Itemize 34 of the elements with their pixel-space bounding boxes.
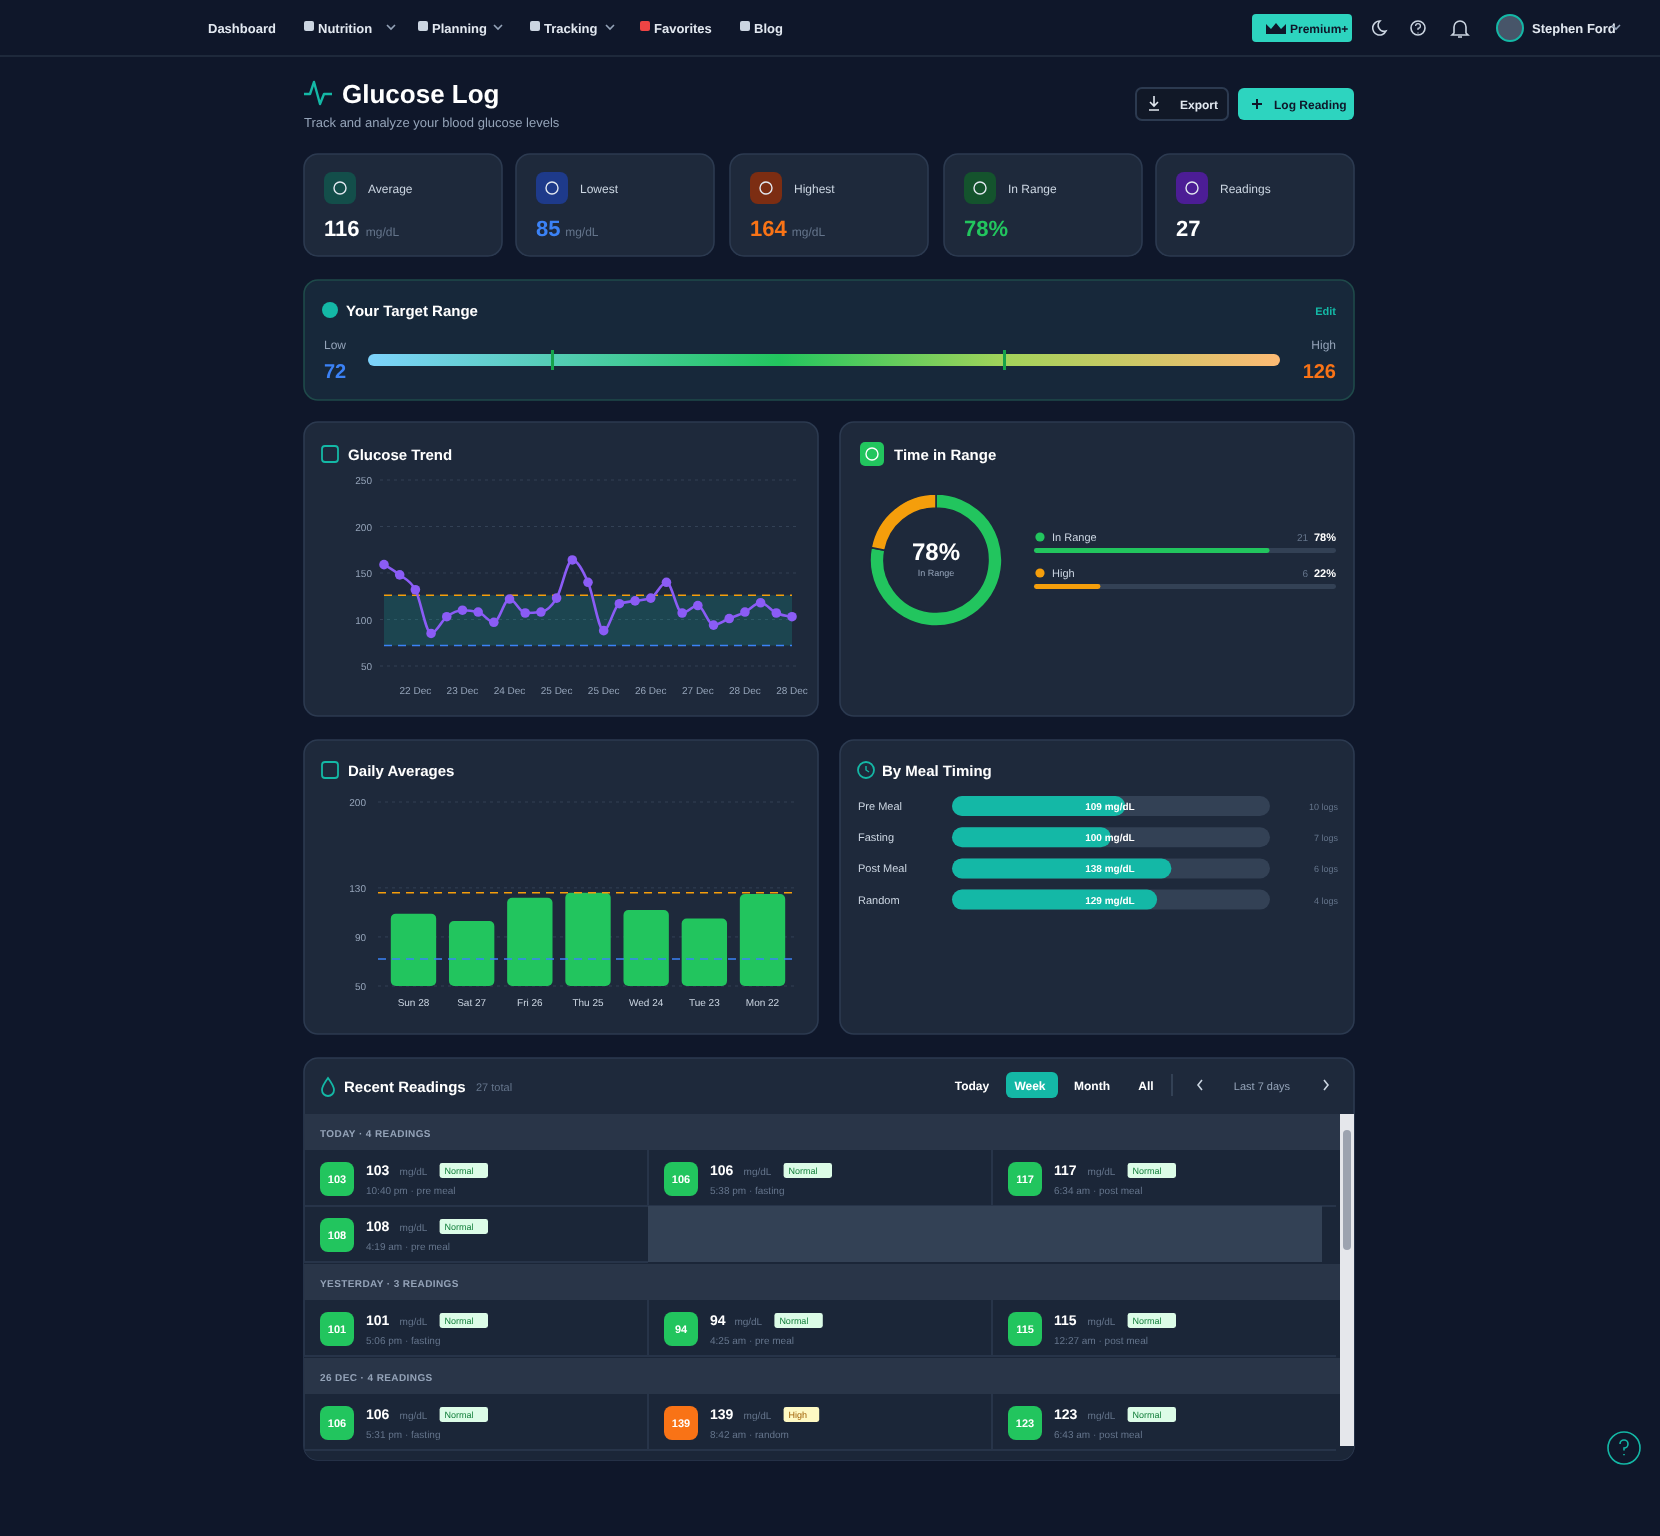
point <box>426 628 436 639</box>
point <box>379 559 389 570</box>
text: 78% <box>964 218 1009 242</box>
point <box>394 570 405 580</box>
point <box>740 607 750 617</box>
point <box>489 617 499 628</box>
point <box>583 577 593 588</box>
point <box>598 625 609 636</box>
point <box>708 620 719 630</box>
point <box>551 593 562 603</box>
text: Glucose Log <box>342 79 500 109</box>
point <box>441 611 452 622</box>
point <box>771 608 782 618</box>
point <box>504 594 515 604</box>
point <box>614 598 625 609</box>
point <box>473 607 483 617</box>
text: 27 <box>1176 218 1201 242</box>
data-label: 78% <box>911 538 961 566</box>
donut-slice <box>869 493 1003 627</box>
point <box>755 597 766 608</box>
point <box>520 608 531 618</box>
point <box>645 593 656 603</box>
point <box>457 605 468 615</box>
point <box>567 555 578 565</box>
point <box>787 611 797 622</box>
point <box>677 608 687 618</box>
text: 126 <box>1302 362 1336 384</box>
text: 72 <box>324 362 347 384</box>
point <box>693 600 703 611</box>
point <box>536 607 546 617</box>
point <box>724 613 735 624</box>
point <box>410 584 421 595</box>
point <box>661 577 672 588</box>
point <box>630 596 640 606</box>
